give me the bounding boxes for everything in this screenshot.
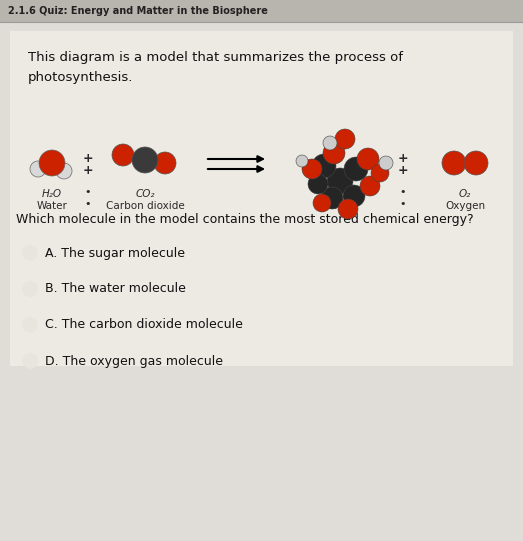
- Text: O₂: O₂: [459, 189, 471, 199]
- Text: +: +: [83, 151, 93, 164]
- Circle shape: [442, 151, 466, 175]
- Text: +: +: [397, 163, 408, 176]
- Text: Water: Water: [37, 201, 67, 211]
- Text: A. The sugar molecule: A. The sugar molecule: [45, 247, 185, 260]
- Circle shape: [379, 156, 393, 170]
- Text: Carbon dioxide: Carbon dioxide: [106, 201, 185, 211]
- Text: Which molecule in the model contains the most stored chemical energy?: Which molecule in the model contains the…: [16, 213, 474, 226]
- Text: B. The water molecule: B. The water molecule: [45, 282, 186, 295]
- Circle shape: [296, 155, 308, 167]
- Text: •: •: [400, 199, 406, 209]
- Circle shape: [39, 150, 65, 176]
- Text: H₂O: H₂O: [42, 189, 62, 199]
- Text: C. The carbon dioxide molecule: C. The carbon dioxide molecule: [45, 319, 243, 332]
- Text: •: •: [400, 187, 406, 197]
- Circle shape: [312, 154, 336, 178]
- Text: Sugar: Sugar: [325, 201, 355, 211]
- Circle shape: [23, 282, 37, 296]
- Bar: [10, 31, 513, 366]
- Circle shape: [132, 147, 158, 173]
- Text: photosynthesis.: photosynthesis.: [28, 71, 133, 84]
- Text: D. The oxygen gas molecule: D. The oxygen gas molecule: [45, 354, 223, 367]
- Text: •: •: [85, 187, 91, 197]
- Circle shape: [360, 176, 380, 196]
- Circle shape: [327, 168, 353, 194]
- Circle shape: [23, 354, 37, 368]
- Circle shape: [344, 157, 368, 181]
- Circle shape: [302, 159, 322, 179]
- Text: Oxygen: Oxygen: [445, 201, 485, 211]
- Circle shape: [464, 151, 488, 175]
- Text: CO₂: CO₂: [135, 189, 155, 199]
- Text: +: +: [397, 151, 408, 164]
- Text: +: +: [83, 163, 93, 176]
- Circle shape: [313, 194, 331, 212]
- Bar: [0, 0, 523, 22]
- Text: •: •: [85, 199, 91, 209]
- Text: 2.1.6 Quiz: Energy and Matter in the Biosphere: 2.1.6 Quiz: Energy and Matter in the Bio…: [8, 6, 268, 16]
- Circle shape: [56, 163, 72, 179]
- Circle shape: [335, 129, 355, 149]
- Circle shape: [23, 318, 37, 332]
- Circle shape: [112, 144, 134, 166]
- Circle shape: [338, 199, 358, 219]
- Circle shape: [321, 187, 343, 209]
- Circle shape: [323, 142, 345, 164]
- Circle shape: [343, 185, 365, 207]
- Circle shape: [23, 246, 37, 260]
- Circle shape: [308, 174, 328, 194]
- Text: C₆H₁₂O₆: C₆H₁₂O₆: [320, 189, 360, 199]
- Circle shape: [154, 152, 176, 174]
- Circle shape: [30, 161, 46, 177]
- Text: This diagram is a model that summarizes the process of: This diagram is a model that summarizes …: [28, 51, 403, 64]
- Circle shape: [371, 164, 389, 182]
- Circle shape: [357, 148, 379, 170]
- Circle shape: [323, 136, 337, 150]
